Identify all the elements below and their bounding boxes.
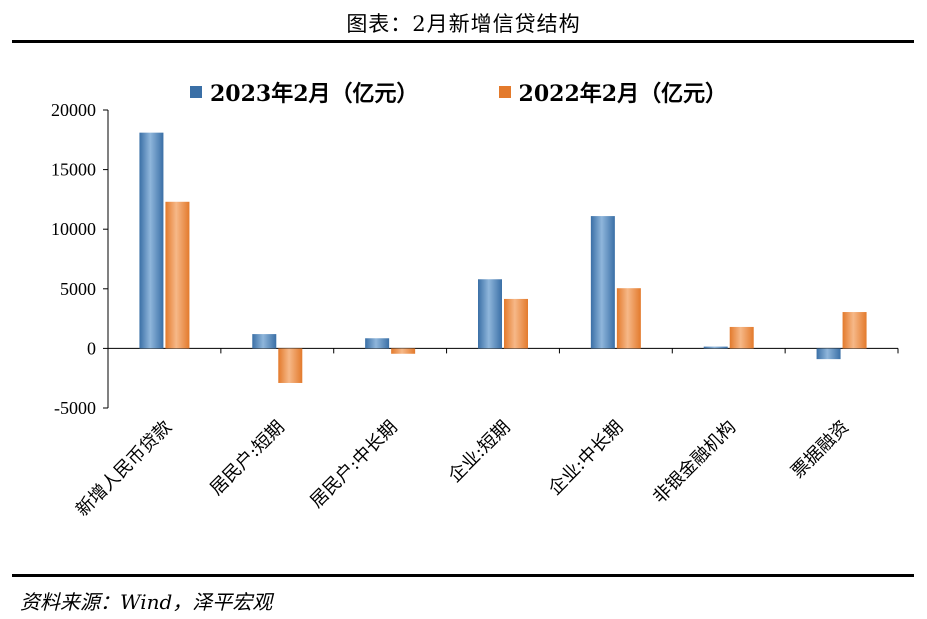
bar-2022-5 [729,326,754,349]
chart-title: 图表：2月新增信贷结构 [346,12,581,36]
y-tick-label: 20000 [51,100,96,120]
bar-2022-2 [391,348,416,354]
x-category-label: 居民户:中长期 [306,417,402,513]
bar-2023-2 [365,338,390,349]
legend: 2023年2月（亿元） 2022年2月（亿元） [190,76,727,108]
legend-swatch-2022 [498,86,511,98]
bar-2023-3 [478,279,502,349]
legend-label-2023: 2023年2月（亿元） [210,81,419,107]
x-category-label: 新增人民币贷款 [72,417,176,521]
source-note: 资料来源：Wind，泽平宏观 [20,590,273,614]
x-category-label: 企业:中长期 [545,417,628,500]
bar-2023-5 [703,346,728,349]
bar-2023-6 [816,348,841,360]
x-category-label: 票据融资 [787,417,853,483]
y-tick-label: 0 [87,338,96,358]
legend-label-2022: 2022年2月（亿元） [518,81,728,107]
x-category-label: 非银金融机构 [649,417,740,508]
bar-2022-6 [842,312,867,349]
x-category-label: 企业:短期 [444,417,514,487]
bottom-rule [12,574,914,577]
legend-swatch-2023 [190,86,202,98]
y-tick-label: 15000 [51,160,96,180]
top-rule [12,40,914,43]
bar-2022-3 [504,298,528,349]
bar-2023-1 [252,334,277,349]
bar-2022-0 [165,201,190,349]
legend-item-2022: 2022年2月（亿元） [498,76,728,108]
y-tick-label: 10000 [51,219,96,239]
bar-2022-1 [278,348,303,383]
y-tick-label: 5000 [60,279,96,299]
y-tick-label: -5000 [54,398,96,418]
bar-2023-0 [139,132,164,349]
bar-2022-4 [616,288,641,349]
bar-2023-4 [590,216,615,349]
x-category-label: 居民户:短期 [206,417,289,500]
legend-item-2023: 2023年2月（亿元） [190,76,419,108]
